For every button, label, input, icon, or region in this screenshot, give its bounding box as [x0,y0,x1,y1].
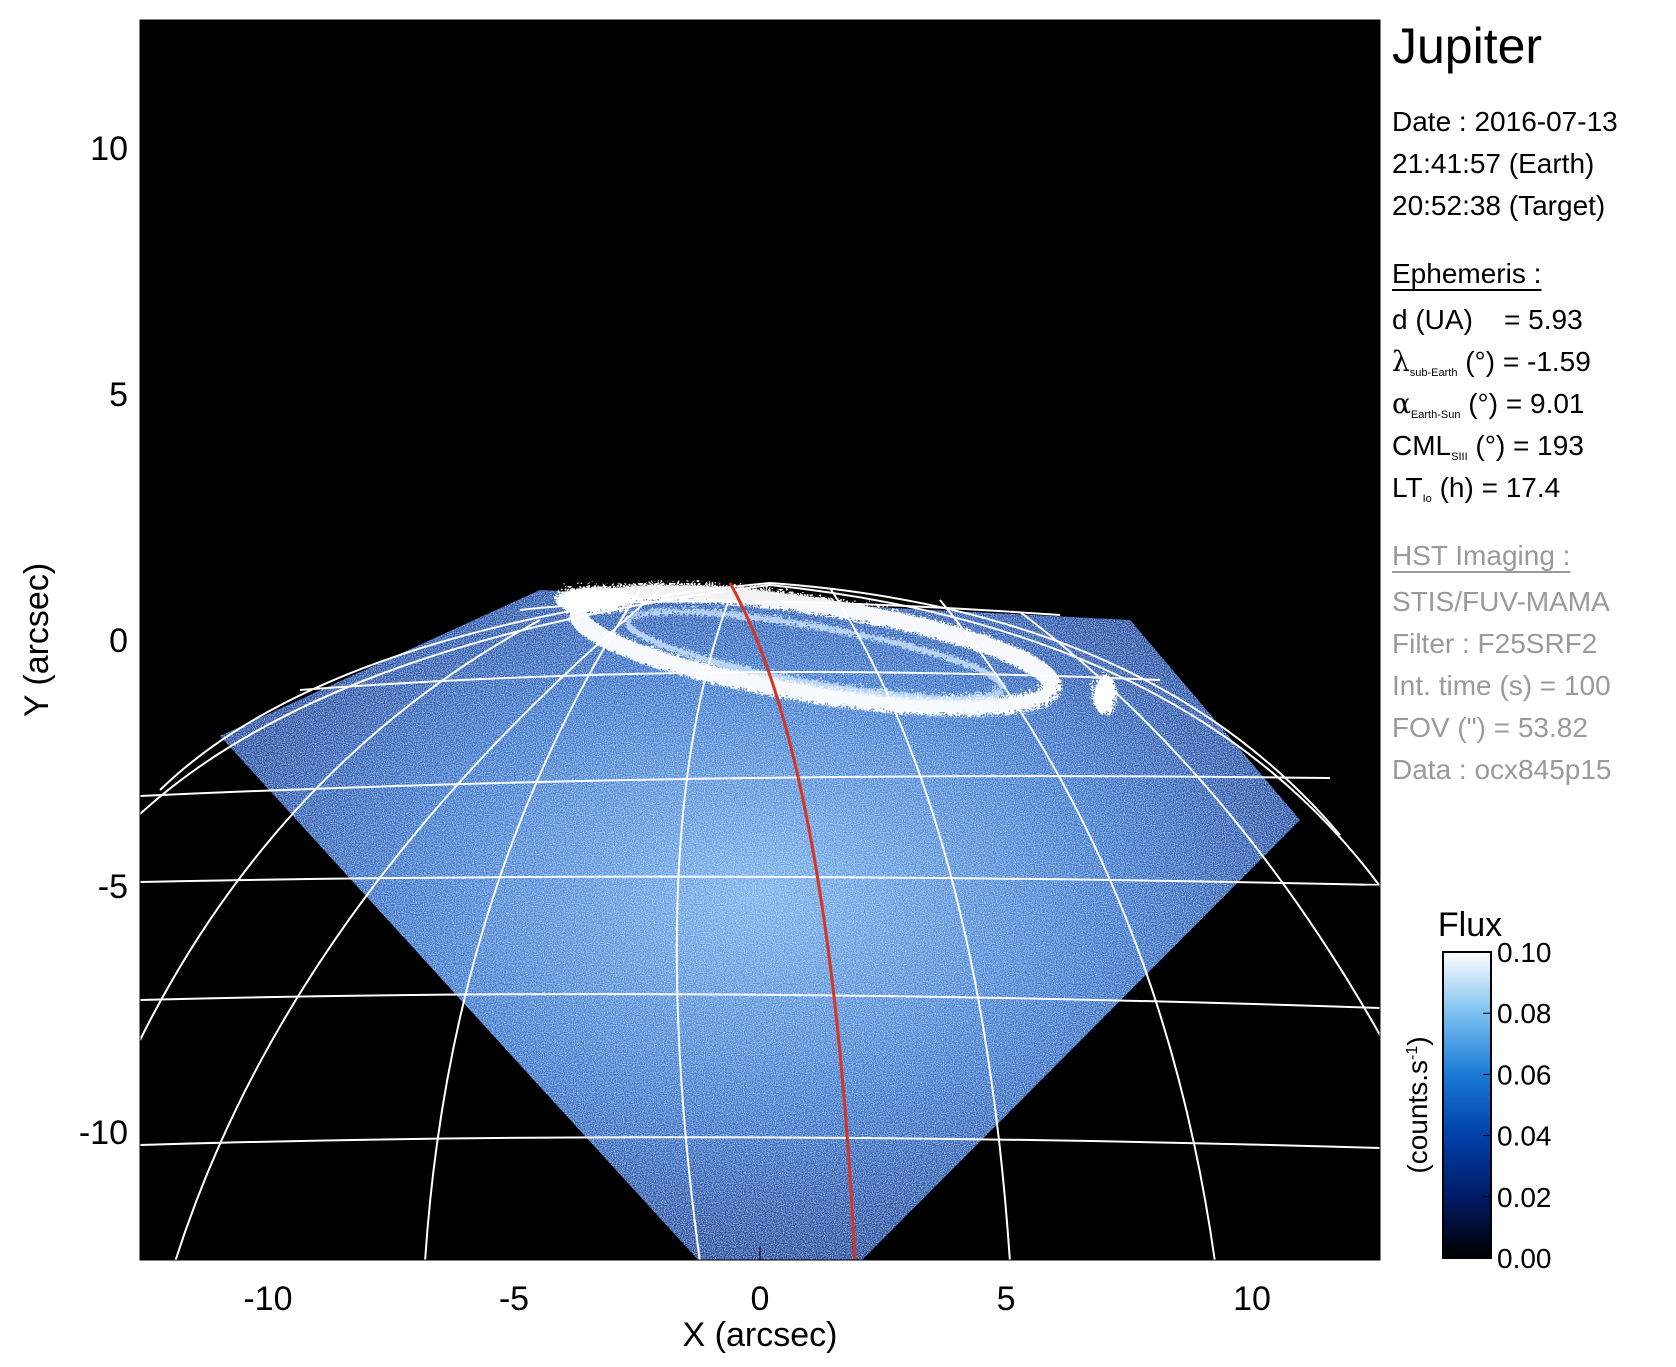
y-tick-label: -5 [98,868,128,906]
longitude-line [140,619,541,1041]
filter-row: Filter : F25SRF2 [1392,628,1598,659]
colorbar-tick-label: 0.08 [1497,998,1552,1029]
ephemeris-header: Ephemeris : [1392,258,1542,289]
target-time: 20:52:38 (Target) [1392,190,1606,221]
latitude-line [140,1136,1380,1149]
instrument-row: STIS/FUV-MAMA [1392,586,1610,617]
x-tick-label: -5 [499,1280,529,1318]
latitude-line [299,671,1161,691]
colorbar-tick-label: 0.04 [1497,1121,1552,1152]
y-tick-label: 10 [90,130,128,168]
colorbar-tick-label: 0.02 [1497,1182,1552,1213]
colorbar-tick-label: 0.10 [1497,937,1552,968]
latitude-line [159,581,1341,836]
phase-angle-row: αEarth-Sun (°) = 9.01 [1392,387,1585,422]
colorbar-ticks: 0.10 0.08 0.06 0.04 0.02 0.00 [1483,937,1552,1274]
distance-row: d (UA) = 5.93 [1392,304,1583,335]
latitude-line [140,993,1380,1009]
longitude-line [675,583,736,1260]
longitude-line [829,587,1011,1260]
integration-time-row: Int. time (s) = 100 [1392,670,1611,701]
x-tick-label: 5 [997,1280,1016,1318]
sub-earth-latitude-row: λsub-Earth (°) = -1.59 [1392,345,1591,380]
cml-row: CMLSIII (°) = 193 [1392,430,1584,463]
latitude-line [140,875,1380,886]
x-tick-label: 0 [751,1280,770,1318]
observation-date: Date : 2016-07-13 [1392,106,1618,137]
latitude-line [519,600,1061,616]
earth-time: 21:41:57 (Earth) [1392,148,1595,179]
planet-title: Jupiter [1392,18,1543,74]
y-tick-label: 0 [109,622,128,660]
hst-imaging-header: HST Imaging : [1392,540,1571,571]
y-axis-label: Y (arcsec) [18,563,56,717]
colorbar-tick-label: 0.00 [1497,1243,1552,1274]
central-meridian-line [728,582,857,1260]
longitude-line [424,589,641,1260]
x-tick-label: -10 [243,1280,292,1318]
data-id-row: Data : ocx845p15 [1392,754,1612,785]
longitude-line [939,599,1216,1260]
x-axis-ticks: -10 -5 0 5 10 [243,20,1271,1318]
x-tick-label: 10 [1233,1280,1271,1318]
lat-lon-grid [140,581,1380,1260]
planet-limb [140,583,1380,888]
io-local-time-row: LTIo (h) = 17.4 [1392,472,1561,505]
colorbar-tick-label: 0.06 [1497,1059,1552,1090]
y-tick-label: 5 [109,376,128,414]
longitude-line [174,589,661,1260]
y-tick-label: -10 [79,1114,128,1152]
colorbar [1442,951,1492,1259]
info-panel: Jupiter Date : 2016-07-13 21:41:57 (Eart… [1392,0,1676,1000]
y-axis-ticks: 10 5 0 -5 -10 [79,130,1380,1152]
longitude-line [1019,611,1380,1036]
fov-row: FOV (") = 53.82 [1392,712,1588,743]
x-axis-label: X (arcsec) [683,1316,838,1354]
latitude-line [140,775,1331,797]
disk-noise-texture [220,590,1300,1260]
colorbar-title: Flux [1438,906,1502,944]
colorbar-label: (counts.s-1) [1402,1036,1433,1173]
